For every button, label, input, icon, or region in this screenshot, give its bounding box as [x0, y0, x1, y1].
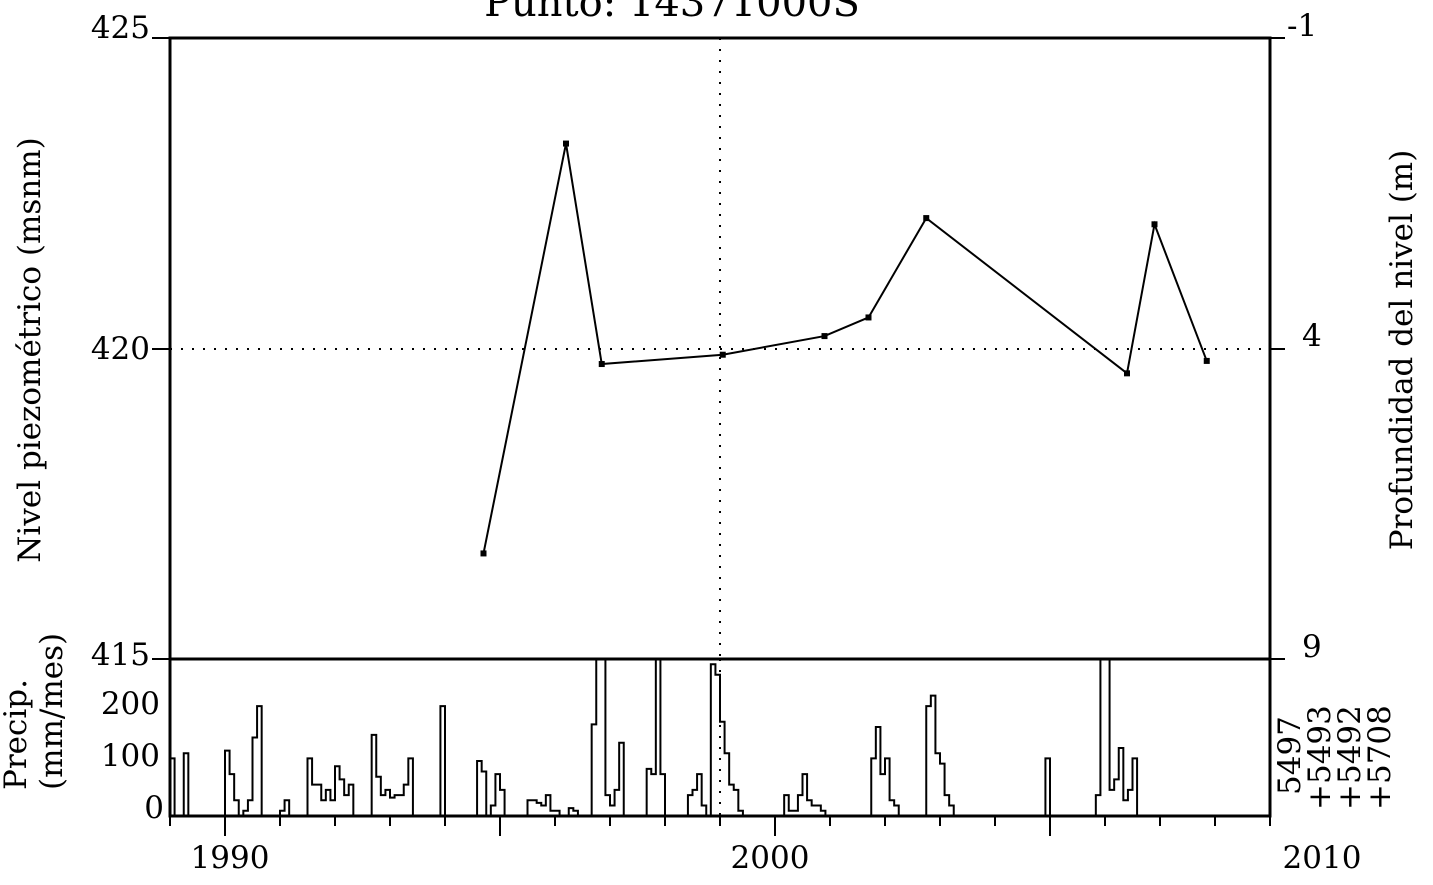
precip-bar-31 [312, 785, 317, 816]
precip-bar-105 [651, 774, 656, 816]
precip-label: Precip.(mm/mes) [0, 633, 70, 790]
precip-bar-81 [541, 806, 546, 816]
precip-bar-205 [1110, 790, 1115, 816]
right-tick-4: 4 [1302, 318, 1322, 354]
top-panel: 425 420 415 -1 4 9 Nivel piezométrico (m… [12, 8, 1420, 673]
precip-tick-0: 0 [144, 790, 164, 826]
y-axis-label-left: Nivel piezométrico (msnm) [12, 137, 48, 562]
x-tick-1990: 1990 [191, 840, 270, 876]
series-point-4 [821, 333, 828, 340]
precip-step-line [170, 658, 1179, 817]
series-point-1 [563, 140, 569, 147]
bottom-panel: 200 100 0 Precip.(mm/mes) 5497 +5493 +54… [0, 633, 1398, 876]
right-tick-neg1: -1 [1287, 8, 1317, 44]
series-points [480, 140, 1210, 557]
series-point-5 [865, 314, 872, 321]
station-code-4: +5708 [1362, 705, 1398, 810]
precip-tick-200: 200 [101, 686, 160, 722]
right-tick-9: 9 [1302, 629, 1322, 665]
series-point-7 [1124, 370, 1130, 377]
precip-bar-38 [344, 795, 349, 816]
precip-bar-155 [880, 774, 885, 816]
station-code-3: +5492 [1332, 705, 1368, 810]
precip-bar-33 [321, 800, 326, 816]
series-point-2 [598, 361, 605, 368]
precip-bar-48 [390, 798, 395, 816]
y-tick-420: 420 [91, 331, 150, 367]
series-point-6 [923, 215, 930, 222]
chart-title: Punto: 14371000S [484, 0, 860, 26]
precip-bar-208 [1123, 800, 1128, 816]
x-ticks [169, 816, 1271, 836]
precip-bars [170, 659, 1137, 816]
precip-bar-140 [812, 806, 817, 816]
precip-bar-35 [330, 800, 335, 816]
series-point-9 [1203, 357, 1210, 364]
precip-tick-100: 100 [101, 738, 160, 774]
series-point-3 [719, 351, 726, 358]
series-line [482, 143, 1208, 554]
x-tick-2010: 2010 [1283, 840, 1362, 876]
station-code-1: 5497 [1272, 716, 1308, 795]
precip-bar-46 [381, 795, 386, 816]
series-point-0 [480, 550, 487, 557]
y-axis-label-right: Profundidad del nivel (m) [1384, 150, 1420, 551]
station-code-2: +5493 [1302, 705, 1338, 810]
precip-bar-96 [610, 806, 615, 816]
series-point-8 [1151, 221, 1158, 228]
x-tick-2000: 2000 [731, 840, 810, 876]
y-tick-415: 415 [91, 637, 150, 673]
precip-bar-50 [399, 795, 404, 816]
y-tick-425: 425 [91, 10, 150, 46]
